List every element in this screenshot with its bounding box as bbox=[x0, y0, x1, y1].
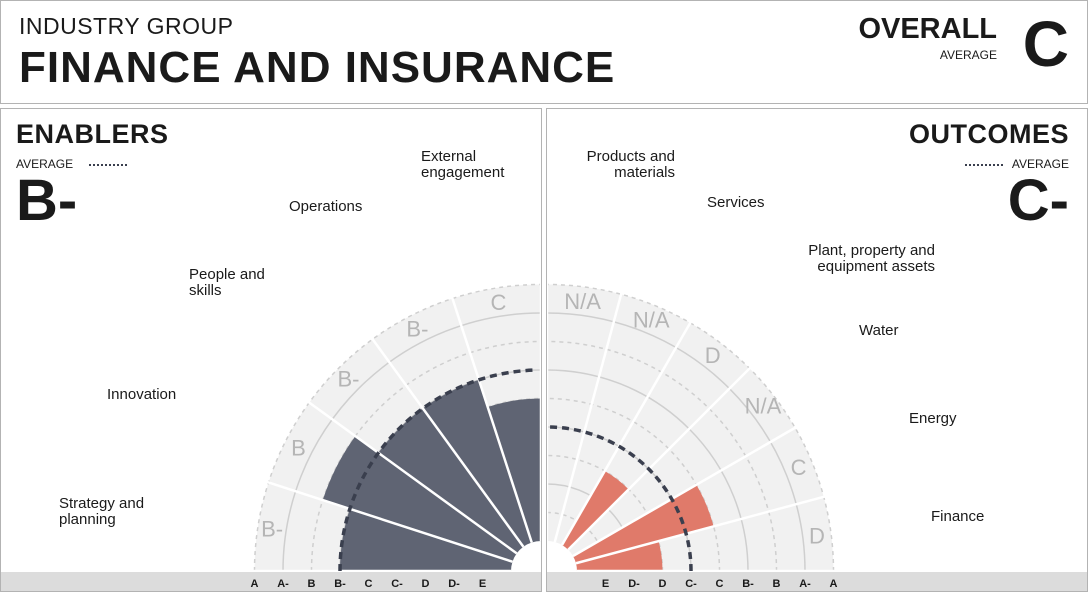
enablers-title: ENABLERS bbox=[16, 119, 169, 149]
axis-tick-label: B bbox=[308, 578, 316, 590]
slice-background bbox=[554, 294, 691, 546]
outcomes-category-label: Services bbox=[707, 194, 765, 211]
slice-grade-label: N/A bbox=[745, 393, 782, 418]
score-bar bbox=[422, 379, 532, 547]
score-bar bbox=[487, 398, 541, 543]
slice-divider bbox=[560, 320, 693, 546]
slice-grade-label: B- bbox=[406, 316, 428, 341]
page-title: FINANCE AND INSURANCE bbox=[19, 43, 616, 92]
axis-tick-label: D- bbox=[448, 578, 460, 590]
average-arc bbox=[338, 368, 538, 572]
score-bar bbox=[572, 484, 714, 564]
axis-tick-label: A- bbox=[799, 578, 811, 590]
slice-grade-label: N/A bbox=[633, 307, 670, 332]
axis-tick-label: E bbox=[602, 578, 609, 590]
grade-ring bbox=[310, 340, 541, 572]
outcomes-category-label: Water bbox=[859, 322, 899, 339]
enablers-panel: B- B B- B- C E D- D C- C B- B A- A ENABLERS AVERAGE B… bbox=[0, 108, 542, 592]
enablers-category-label: Strategy and planning bbox=[59, 495, 145, 528]
score-bar bbox=[562, 470, 629, 550]
axis-tick-label: D- bbox=[628, 578, 640, 590]
grade-ring bbox=[253, 283, 541, 572]
axis-tick-label: C- bbox=[685, 578, 697, 590]
outcomes-category-label: Finance bbox=[931, 508, 985, 525]
slice-grade-label: D bbox=[809, 523, 825, 548]
slice-grade-label: D bbox=[705, 343, 721, 368]
overall-grade: C bbox=[1022, 8, 1069, 80]
slice-background bbox=[568, 368, 796, 556]
axis-tick-label: B- bbox=[742, 578, 754, 590]
score-bar bbox=[340, 508, 513, 571]
enablers-average-grade: B- bbox=[16, 168, 78, 233]
slice-divider bbox=[306, 400, 518, 555]
enablers-category-label: External engagement bbox=[421, 148, 505, 181]
enablers-average-legend-dash bbox=[89, 164, 127, 166]
axis-tick-label: C- bbox=[391, 578, 403, 590]
axis-band bbox=[547, 572, 1087, 591]
enablers-category-label: People and skills bbox=[189, 266, 265, 299]
slice-grade-label: B bbox=[291, 435, 306, 460]
score-bar bbox=[378, 408, 524, 554]
overall-average-label: AVERAGE bbox=[939, 48, 997, 62]
slice-divider bbox=[572, 425, 798, 558]
overall-label: OVERALL bbox=[858, 13, 997, 45]
axis-tick-label: A bbox=[830, 578, 838, 590]
axis-tick-label: D bbox=[422, 578, 430, 590]
axis-tick-label: C bbox=[716, 578, 724, 590]
outcomes-chart: D C N/A D N/A N/A E D- D C- C B- B A- A bbox=[547, 282, 1087, 591]
axis-band bbox=[1, 572, 541, 591]
slice-divider bbox=[575, 495, 826, 565]
slice-divider bbox=[370, 336, 525, 548]
slice-grade-label: B- bbox=[337, 366, 359, 391]
grade-ring bbox=[282, 312, 541, 572]
outcomes-panel: D C N/A D N/A N/A E D- D C- C B- B A- A OUTCOMES AVERA… bbox=[546, 108, 1088, 592]
enablers-chart: B- B B- B- C E D- D C- C B- B A- A bbox=[1, 282, 541, 591]
slice-divider bbox=[266, 480, 513, 563]
slice-grade-label: N/A bbox=[564, 289, 601, 314]
header: INDUSTRY GROUP FINANCE AND INSURANCE OVE… bbox=[0, 0, 1088, 104]
axis-tick-label: E bbox=[479, 578, 486, 590]
outcomes-average-grade: C- bbox=[1007, 168, 1069, 233]
outcomes-average-legend-dash bbox=[965, 164, 1003, 166]
slice-divider bbox=[450, 296, 533, 543]
average-arc bbox=[547, 425, 693, 572]
slice-grade-label: C bbox=[490, 290, 506, 315]
slice-grade-label: C bbox=[791, 455, 807, 480]
axis-tick-label: A bbox=[251, 578, 259, 590]
slice-divider bbox=[553, 292, 623, 543]
grade-ring bbox=[547, 340, 778, 572]
axis-tick-label: C bbox=[365, 578, 373, 590]
outcomes-average-label: AVERAGE bbox=[1011, 157, 1069, 171]
outcomes-category-label: Plant, property and equipment assets bbox=[808, 242, 935, 275]
enablers-category-label: Innovation bbox=[107, 386, 177, 403]
axis-tick-label: B bbox=[773, 578, 781, 590]
enablers-average-label: AVERAGE bbox=[16, 157, 74, 171]
enablers-category-label: Operations bbox=[289, 198, 363, 215]
outcomes-title: OUTCOMES bbox=[908, 119, 1069, 149]
axis-tick-label: B- bbox=[334, 578, 346, 590]
score-bar bbox=[322, 436, 517, 562]
industry-group-label: INDUSTRY GROUP bbox=[19, 13, 234, 39]
slice-divider bbox=[567, 366, 752, 551]
outcomes-category-label: Energy bbox=[909, 410, 957, 427]
grade-ring bbox=[547, 397, 721, 572]
axis-tick-label: A- bbox=[277, 578, 289, 590]
slice-grade-label: B- bbox=[261, 516, 283, 541]
outcomes-category-label: Products and materials bbox=[586, 148, 675, 181]
score-bar bbox=[575, 541, 663, 571]
axis-tick-label: D bbox=[659, 578, 667, 590]
